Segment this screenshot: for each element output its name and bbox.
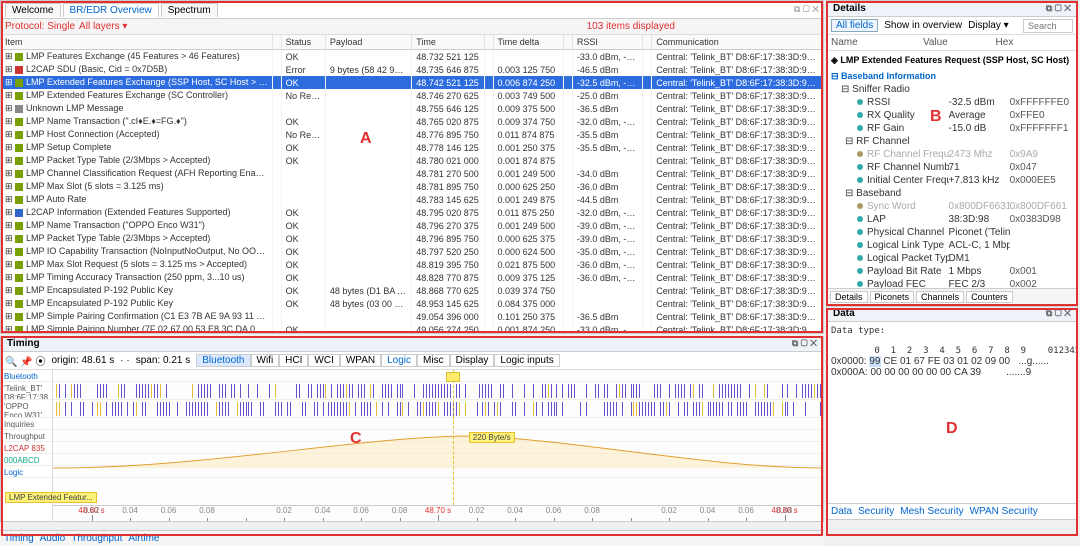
label-a: A: [360, 130, 372, 148]
frame-c: [1, 336, 823, 536]
frame-a: [1, 1, 823, 333]
frame-b: [826, 1, 1078, 306]
label-d: D: [946, 420, 958, 438]
label-c: C: [350, 430, 362, 448]
label-b: B: [930, 108, 942, 126]
